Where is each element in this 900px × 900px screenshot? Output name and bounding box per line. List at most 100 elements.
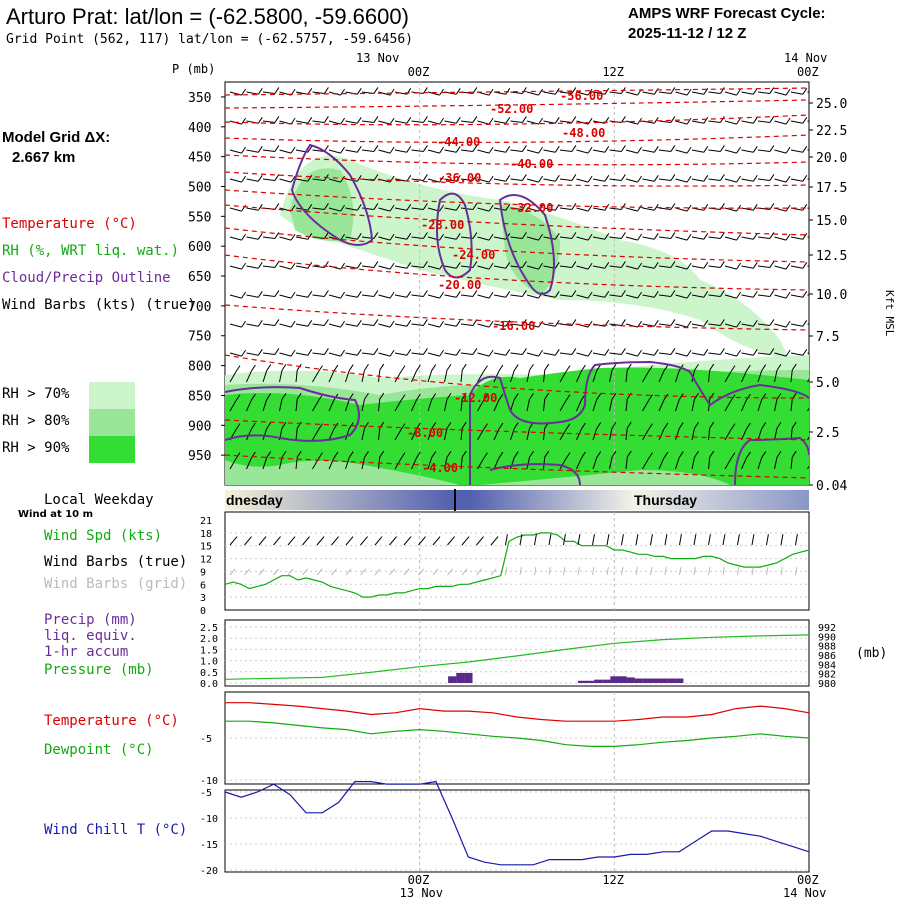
wind-barb-shaft [741,370,747,383]
pressure-tick-label: 350 [188,91,211,106]
wind-barb-shaft [328,120,341,125]
wind-barb-feather [340,349,346,357]
wind-barb-shaft [394,371,402,383]
wind-barb-shaft [378,399,381,412]
wind-barb-shaft [411,457,417,470]
temp-label: Temperature (°C) [44,713,179,729]
precip-bar [448,676,457,683]
wind-barb-feather [340,233,346,241]
wind-barb-feather [356,262,362,269]
wind-barb-feather [439,349,445,357]
wind-barb-feather [791,363,797,371]
wind-barb-true [563,534,566,546]
wind-barb-feather [802,233,808,240]
wind-barb-shaft [609,457,613,470]
wind-barb-feather [703,349,709,356]
wind-barb-feather [296,363,302,371]
wind-barb-feather [596,393,602,400]
wind-barb-feather [455,204,461,211]
wind-barb-shaft [411,120,424,123]
wind-barb-feather [505,204,511,211]
wind-barb-shaft [559,178,572,181]
wind-barb-shaft [460,120,473,123]
wind-barb-shaft [543,149,556,153]
wind-barb-shaft [411,294,424,297]
wind-barb-feather [431,364,437,371]
wind-barb-feather [686,320,692,328]
wind-barb-shaft [279,294,292,299]
wind-barb-shaft [345,399,350,412]
wind-barb-shaft [477,207,490,212]
wind-barb-shaft [609,149,622,152]
wind-barb-true [708,534,711,546]
wind-barb-feather [472,261,478,268]
wind-barb-shaft [510,178,523,181]
wind-barb-feather [653,262,659,269]
wind-barb-feather [571,87,577,94]
wind-barb-shaft [295,294,308,298]
temperature-contour [225,134,809,143]
weekday-gradient [225,490,809,510]
wind-barb-feather [637,262,643,270]
wind-barb-shaft [543,207,556,211]
wind-barb-grid [331,568,338,576]
wind-barb-feather [785,117,791,125]
wind-barb-shaft [262,236,275,239]
wind-barb-feather [257,262,263,269]
wind-barb-feather [686,117,692,125]
wind-barb-feather [439,291,445,299]
pressure-ytick-label: 980 [818,679,836,690]
wind-barb-true [693,534,697,546]
wind-barb-feather [406,320,412,327]
wind-barb-grid [287,568,294,576]
wind-barb-shaft [444,149,457,153]
wind-barb-feather [653,349,659,356]
wind-barb-shaft [559,207,572,210]
wind-barb-grid [519,567,522,576]
wind-barb-shaft [543,457,546,470]
wind-barb-shaft [790,178,803,182]
wind-barb-true [534,534,537,546]
wind-barb-feather [580,422,586,430]
wind-barb-feather [455,349,461,356]
wind-barb-shaft [345,149,358,153]
wind-barb-shaft [526,149,539,154]
wind-ytick-label: 0 [200,606,206,617]
windchill-ytick-label: -5 [200,788,212,799]
wind-barb-shaft [246,457,252,470]
wind-barb-feather [356,233,362,240]
wind-barb-shaft [295,428,298,441]
windchill-ytick-label: -10 [200,814,218,825]
wind-barb-feather [703,233,709,240]
wind-barb-shaft [312,120,325,123]
temperature-contours [225,87,809,479]
wind-barb-shaft [774,120,787,125]
legend-wind-barbs: Wind Barbs (kts) (true) [2,297,196,313]
wind-barb-shaft [427,352,440,357]
weekday-thursday: Thursday [634,492,697,508]
wind-barb-grid [447,568,454,576]
kft-axis-title: Kft MSL [883,290,896,337]
wind-barb-shaft [724,236,737,241]
wind-barb-feather [626,363,632,371]
wind-barb-shaft [675,236,688,241]
wind-barb-feather [472,116,478,123]
kft-tick-label: 17.5 [816,181,847,196]
pressure-tick-label: 700 [188,300,211,315]
wind-barb-true [577,534,581,546]
wind-barb-feather [686,233,692,241]
wind-barb-feather [703,204,709,211]
precip-label: Precip (mm) liq. equiv. 1-hr accum [44,612,137,660]
wind-barb-true [345,536,354,546]
wind-barb-feather [604,349,610,356]
wind-barb-shaft [510,323,523,326]
wind-barb-shaft [229,294,242,299]
wind-barb-grid [229,568,236,576]
wind-barb-feather [769,290,775,297]
wind-barb-shaft [790,294,803,298]
wind-barb-feather [653,204,659,211]
wind-barb-feather [596,451,602,458]
wind-barb-feather [703,88,709,95]
wind-barb-shaft [675,265,688,270]
wind-barb-shaft [790,457,793,470]
